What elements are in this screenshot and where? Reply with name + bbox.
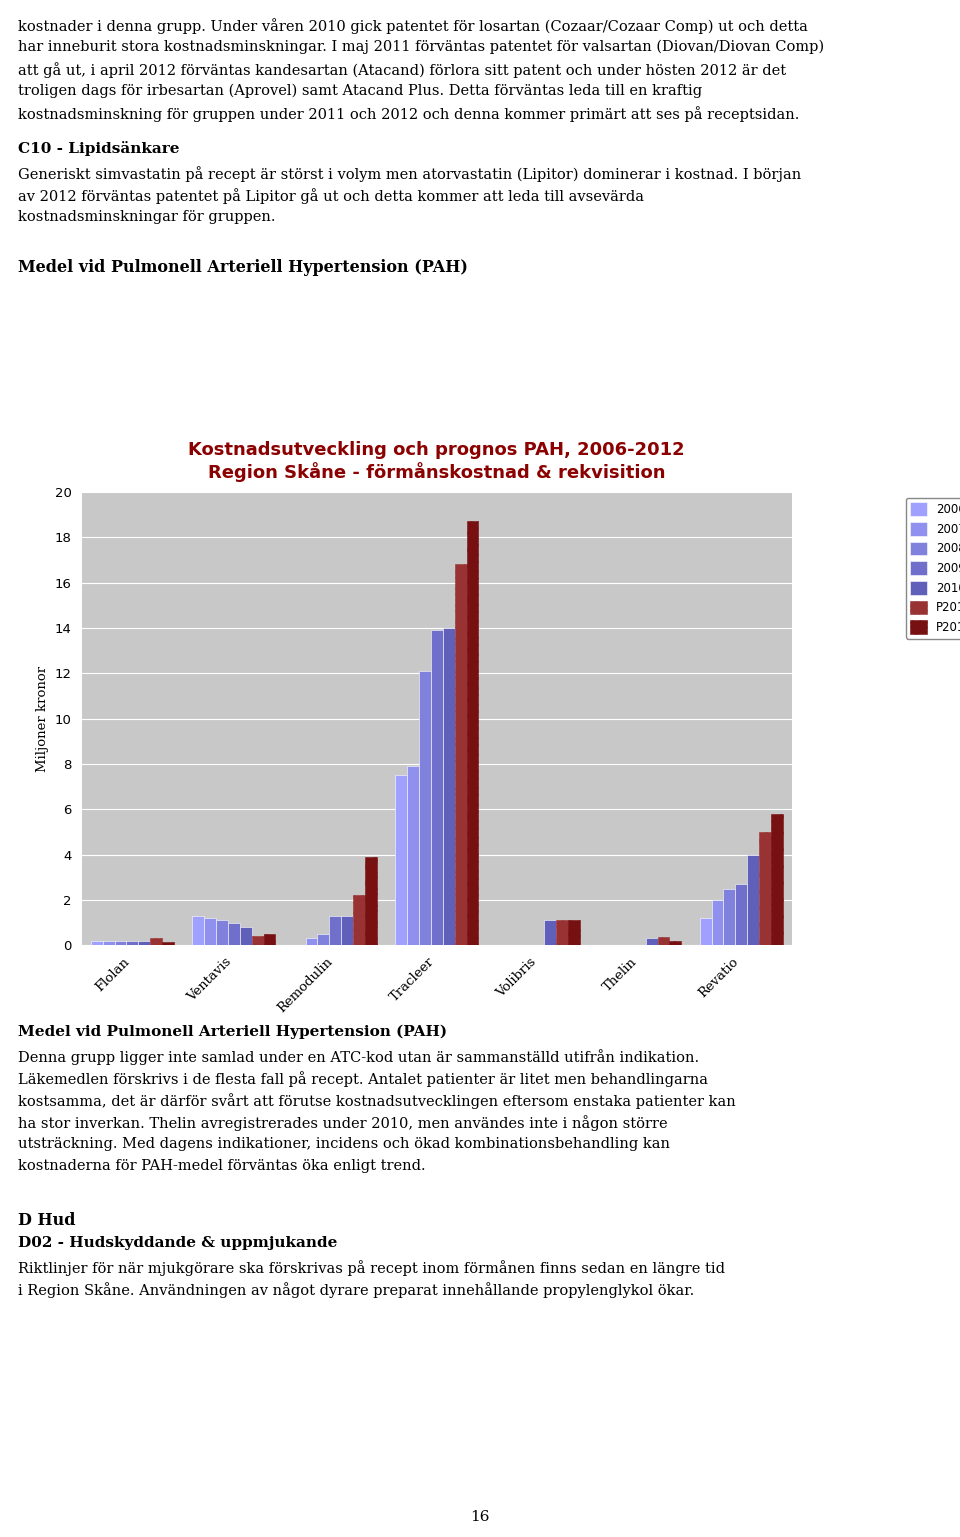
Bar: [431, 630, 443, 945]
Bar: [353, 896, 365, 945]
Text: Generiskt simvastatin på recept är störst i volym men atorvastatin (Lipitor) dom: Generiskt simvastatin på recept är störs…: [18, 166, 802, 183]
Text: Riktlinjer för när mjukgörare ska förskrivas på recept inom förmånen finns sedan: Riktlinjer för när mjukgörare ska förskr…: [18, 1260, 725, 1276]
Text: Denna grupp ligger inte samlad under en ATC-kod utan är sammanställd utifrån ind: Denna grupp ligger inte samlad under en …: [18, 1050, 699, 1065]
Bar: [455, 564, 467, 945]
Bar: [443, 629, 455, 945]
Bar: [735, 884, 747, 945]
Bar: [759, 832, 771, 945]
Bar: [556, 921, 568, 945]
Bar: [646, 939, 658, 945]
Bar: [365, 856, 377, 945]
Bar: [467, 521, 478, 945]
Text: att gå ut, i april 2012 förväntas kandesartan (Atacand) förlora sitt patent och : att gå ut, i april 2012 förväntas kandes…: [18, 61, 786, 78]
Bar: [150, 939, 162, 945]
Text: kostnaderna för PAH-medel förväntas öka enligt trend.: kostnaderna för PAH-medel förväntas öka …: [18, 1159, 425, 1173]
Title: Kostnadsutveckling och prognos PAH, 2006-2012
Region Skåne - förmånskostnad & re: Kostnadsutveckling och prognos PAH, 2006…: [188, 441, 685, 483]
Bar: [127, 941, 138, 945]
Text: Läkemedlen förskrivs i de flesta fall på recept. Antalet patienter är litet men : Läkemedlen förskrivs i de flesta fall på…: [18, 1071, 708, 1087]
Bar: [419, 672, 431, 945]
Bar: [216, 921, 228, 945]
Bar: [192, 916, 204, 945]
Bar: [138, 941, 150, 945]
Bar: [240, 927, 252, 945]
Text: C10 - Lipidsänkare: C10 - Lipidsänkare: [18, 141, 180, 157]
Bar: [162, 942, 174, 945]
Text: har inneburit stora kostnadsminskningar. I maj 2011 förväntas patentet för valsa: har inneburit stora kostnadsminskningar.…: [18, 40, 824, 54]
Text: kostnadsminskning för gruppen under 2011 och 2012 och denna kommer primärt att s: kostnadsminskning för gruppen under 2011…: [18, 106, 800, 121]
Bar: [711, 899, 724, 945]
Bar: [318, 934, 329, 945]
Text: ha stor inverkan. Thelin avregistrerades under 2010, men användes inte i någon s: ha stor inverkan. Thelin avregistrerades…: [18, 1116, 667, 1131]
Bar: [228, 922, 240, 945]
Text: D Hud: D Hud: [18, 1213, 76, 1230]
Bar: [658, 938, 669, 945]
Text: 16: 16: [470, 1509, 490, 1525]
Text: Medel vid Pulmonell Arteriell Hypertension (PAH): Medel vid Pulmonell Arteriell Hypertensi…: [18, 258, 468, 277]
Bar: [700, 918, 711, 945]
Bar: [747, 855, 759, 945]
Bar: [114, 941, 127, 945]
Bar: [568, 921, 580, 945]
Bar: [724, 888, 735, 945]
Text: D02 - Hudskyddande & uppmjukande: D02 - Hudskyddande & uppmjukande: [18, 1236, 337, 1250]
Bar: [252, 936, 264, 945]
Text: kostnadsminskningar för gruppen.: kostnadsminskningar för gruppen.: [18, 211, 276, 224]
Bar: [396, 775, 407, 945]
Legend: 2006, 2007, 2008, 2009, 2010, P2011, P2012: 2006, 2007, 2008, 2009, 2010, P2011, P20…: [905, 498, 960, 639]
Text: kostsamma, det är därför svårt att förutse kostnadsutvecklingen eftersom enstaka: kostsamma, det är därför svårt att förut…: [18, 1093, 735, 1110]
Bar: [544, 921, 556, 945]
Bar: [103, 941, 114, 945]
Bar: [771, 813, 782, 945]
Bar: [91, 941, 103, 945]
Text: Medel vid Pulmonell Arteriell Hypertension (PAH): Medel vid Pulmonell Arteriell Hypertensi…: [18, 1025, 447, 1039]
Bar: [305, 939, 318, 945]
Bar: [329, 916, 341, 945]
Bar: [407, 765, 419, 945]
Text: av 2012 förväntas patentet på Lipitor gå ut och detta kommer att leda till avsev: av 2012 förväntas patentet på Lipitor gå…: [18, 189, 644, 204]
Text: utsträckning. Med dagens indikationer, incidens och ökad kombinationsbehandling : utsträckning. Med dagens indikationer, i…: [18, 1137, 670, 1151]
Bar: [341, 916, 353, 945]
Bar: [669, 941, 682, 945]
Text: troligen dags för irbesartan (Aprovel) samt Atacand Plus. Detta förväntas leda t: troligen dags för irbesartan (Aprovel) s…: [18, 85, 702, 98]
Text: i Region Skåne. Användningen av något dyrare preparat innehållande propylenglyko: i Region Skåne. Användningen av något dy…: [18, 1282, 694, 1299]
Bar: [204, 918, 216, 945]
Text: kostnader i denna grupp. Under våren 2010 gick patentet för losartan (Cozaar/Coz: kostnader i denna grupp. Under våren 201…: [18, 18, 808, 34]
Y-axis label: Miljoner kronor: Miljoner kronor: [36, 666, 49, 772]
Bar: [264, 934, 276, 945]
